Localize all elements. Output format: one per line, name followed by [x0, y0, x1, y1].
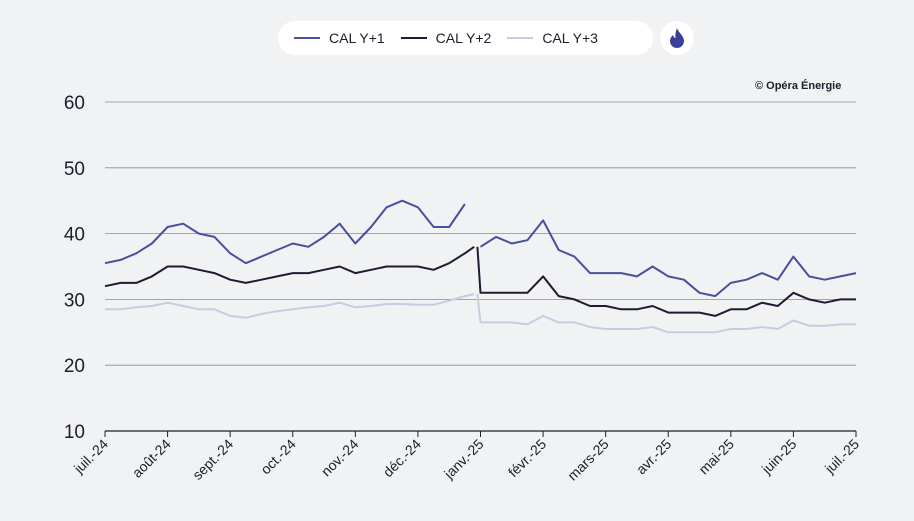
y-tick-label: 40	[64, 225, 85, 246]
series-line-cal-y-1-seg1	[479, 219, 857, 298]
x-tick-label: janv.-25	[440, 436, 487, 483]
grid-lines	[105, 101, 856, 432]
x-tick-label: juil.-25	[821, 436, 862, 477]
series-lines	[104, 199, 857, 334]
y-tick-label: 50	[64, 159, 85, 180]
copyright-text: © Opéra Énergie	[755, 80, 842, 92]
series-line-cal-y-2-seg0	[104, 245, 475, 288]
x-axis: juil.-24 août-24 sept.-24 oct.-24 nov.-24 déc…	[70, 431, 862, 483]
x-tick-label: févr.-25	[505, 436, 549, 480]
legend-swatch-cal-y2	[400, 37, 427, 39]
flame-icon	[670, 28, 684, 48]
series-line-cal-y-1-seg0	[104, 199, 466, 265]
y-axis: 10 20 30 40 50 60	[64, 93, 85, 443]
legend-item-cal-y3[interactable]: CAL Y+3	[507, 30, 598, 46]
x-tick-label: déc.-24	[380, 436, 424, 480]
series-line-cal-y-2-seg1	[476, 246, 856, 317]
y-tick-label: 20	[64, 356, 85, 377]
legend-label-cal-y2: CAL Y+2	[435, 30, 492, 46]
x-tick-label: nov.-24	[318, 436, 362, 480]
chart-legend: CAL Y+1 CAL Y+2 CAL Y+3	[278, 21, 653, 55]
x-tick-label: sept.-24	[189, 436, 236, 483]
legend-label-cal-y1: CAL Y+1	[329, 30, 385, 46]
series-line-cal-y-3-seg0	[105, 293, 475, 319]
x-tick-label: mai-25	[695, 436, 737, 478]
y-tick-label: 60	[64, 93, 85, 114]
legend-item-cal-y1[interactable]: CAL Y+1	[294, 30, 385, 46]
legend-label-cal-y3: CAL Y+3	[542, 30, 598, 46]
x-tick-label: oct.-24	[257, 436, 299, 478]
y-tick-label: 30	[64, 290, 85, 311]
series-line-cal-y-3-seg1	[476, 293, 856, 334]
x-tick-label: août-24	[129, 436, 174, 481]
legend-swatch-cal-y1	[294, 37, 320, 39]
legend-item-cal-y2[interactable]: CAL Y+2	[400, 30, 492, 46]
y-tick-label: 10	[64, 422, 85, 443]
x-tick-label: avr.-25	[633, 436, 675, 478]
x-tick-label: juin-25	[758, 436, 800, 478]
energy-toggle-button[interactable]	[660, 21, 694, 55]
x-tick-label: mars-25	[564, 436, 612, 484]
legend-swatch-cal-y3	[507, 37, 534, 39]
